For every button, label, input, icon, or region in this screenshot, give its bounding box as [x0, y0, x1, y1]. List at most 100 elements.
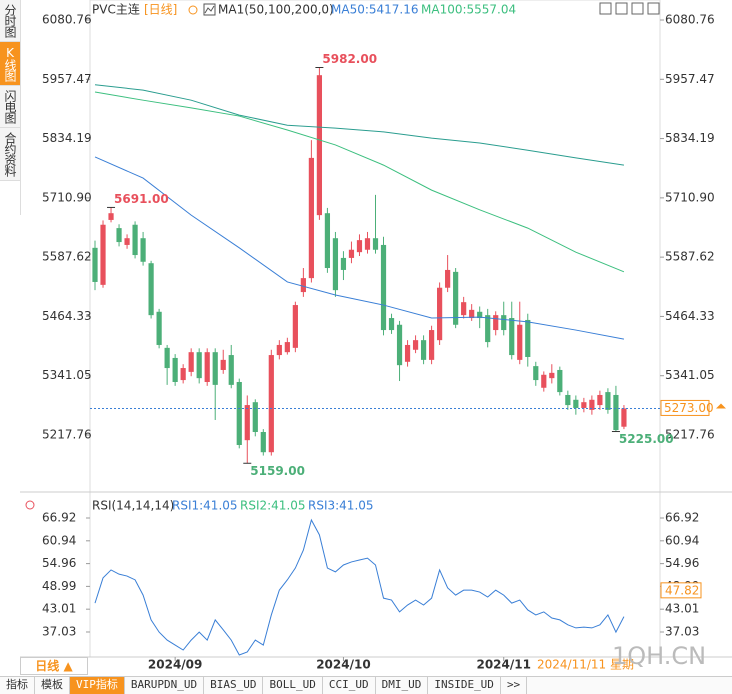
candle-body [204, 352, 210, 382]
candle-body [260, 432, 266, 453]
candle-body [501, 315, 507, 331]
candle-body [300, 278, 306, 293]
footer-tab[interactable]: BIAS_UD [204, 677, 264, 694]
x-tick-label: 2024/10 [316, 658, 370, 672]
candle-body [92, 247, 98, 282]
sidebar-tab[interactable]: K线图 [0, 42, 20, 86]
candle-body [156, 311, 162, 345]
candle-body [108, 213, 114, 220]
candle-body [541, 374, 547, 388]
y-tick-label: 5957.47 [42, 72, 92, 86]
legend-entry: MA100:5557.04 [421, 3, 516, 17]
setting-icon[interactable] [188, 5, 198, 15]
annotation: 5982.00 [322, 52, 377, 66]
candle-body [252, 402, 258, 433]
footer-tab[interactable]: BARUPDN_UD [125, 677, 205, 694]
candle-body [372, 238, 379, 250]
candle-body [364, 238, 371, 250]
candle-body [132, 224, 138, 256]
y-tick-label: 43.01 [42, 602, 76, 616]
indicator-label: MA1(50,100,200,0) [218, 3, 334, 17]
toolbar-icons [599, 2, 660, 15]
candle-body [573, 399, 579, 408]
rsi-icon[interactable] [25, 500, 35, 510]
tool-button[interactable] [631, 2, 644, 15]
footer-tab[interactable]: INSIDE_UD [428, 677, 501, 694]
footer-tab[interactable]: 模板 [35, 677, 70, 694]
indicator-icon[interactable] [203, 3, 216, 16]
footer-tab[interactable]: CCI_UD [323, 677, 376, 694]
footer-tab[interactable]: VIP指标 [70, 677, 125, 694]
candle-body [437, 287, 443, 341]
candle-body [461, 302, 467, 316]
candle-body [100, 224, 106, 285]
candle-body [621, 408, 627, 427]
candle-body [453, 271, 459, 325]
period-button[interactable]: 日线 ▲ [20, 657, 88, 675]
sidebar-tab[interactable]: 分时图 [0, 0, 20, 42]
candle-body [493, 315, 499, 331]
line-series [94, 518, 625, 656]
x-tick-label: 2024/09 [148, 658, 202, 672]
candle-body [236, 381, 242, 445]
candle-body [268, 355, 274, 453]
candle-body [244, 405, 250, 441]
legend-entry: RSI2:41.05 [240, 499, 306, 513]
line-series [94, 91, 625, 273]
sidebar-tab[interactable]: 合约资料 [0, 128, 20, 181]
footer-tab[interactable]: 指标 [0, 677, 35, 694]
y-tick-label: 37.03 [665, 624, 699, 638]
y-tick-label: 5834.19 [42, 131, 92, 145]
annotation: 5159.00 [250, 464, 305, 478]
candle-body [180, 368, 186, 381]
candle-body [525, 319, 531, 357]
line-series [94, 156, 625, 340]
indicator-icon-glyph [204, 5, 215, 14]
y-tick-label: 5710.90 [665, 190, 715, 204]
footer-tabs: 指标 模板 VIP指标 BARUPDN_UD BIAS_UD BOLL_UD CCI_UD D… [0, 676, 732, 694]
candle-body [124, 238, 130, 245]
candle-body [388, 318, 395, 331]
y-tick-label: 6080.76 [665, 12, 715, 26]
candle-body [348, 249, 355, 258]
y-tick-label: 5341.05 [665, 368, 715, 382]
annotation: 5691.00 [114, 192, 169, 206]
candle-body [116, 228, 122, 243]
candle-body [308, 157, 314, 279]
period-button-label: 日线 [35, 659, 60, 673]
legend-entry: MA50:5417.16 [331, 3, 419, 17]
y-tick-label: 54.96 [665, 556, 699, 570]
candle-body [469, 309, 475, 319]
period-label: [日线] [144, 3, 177, 17]
candle-body [581, 402, 587, 408]
y-tick-label: 37.03 [42, 624, 76, 638]
y-tick-label: 5464.33 [665, 309, 715, 323]
plot-frame [89, 0, 661, 658]
candle-body [284, 342, 290, 353]
sidebar-tab[interactable]: 闪电图 [0, 86, 20, 128]
candle-body [605, 392, 611, 410]
y-tick-label: 43.01 [665, 602, 699, 616]
last-price-box [660, 399, 710, 416]
candle-body [196, 352, 202, 379]
y-tick-label: 60.94 [665, 533, 699, 547]
footer-tab[interactable]: BOLL_UD [263, 677, 323, 694]
candle-body [188, 352, 194, 372]
candle-body [517, 324, 523, 360]
candle-body [428, 330, 435, 360]
x-tick-label: 2024/11 [476, 658, 530, 672]
line-series [94, 84, 625, 166]
last-value-box [660, 582, 702, 599]
tool-button[interactable] [599, 2, 612, 15]
last-price-label: 5273.00 [664, 401, 714, 415]
candle-body [445, 269, 451, 288]
footer-tab[interactable]: >> [501, 677, 528, 694]
symbol: PVC主连 [92, 2, 140, 17]
tool-button[interactable] [615, 2, 628, 15]
y-tick-label: 5587.62 [665, 250, 715, 264]
tool-button[interactable] [647, 2, 660, 15]
candle-body [412, 340, 419, 350]
footer-tab[interactable]: DMI_UD [376, 677, 429, 694]
candle-body [509, 318, 515, 356]
